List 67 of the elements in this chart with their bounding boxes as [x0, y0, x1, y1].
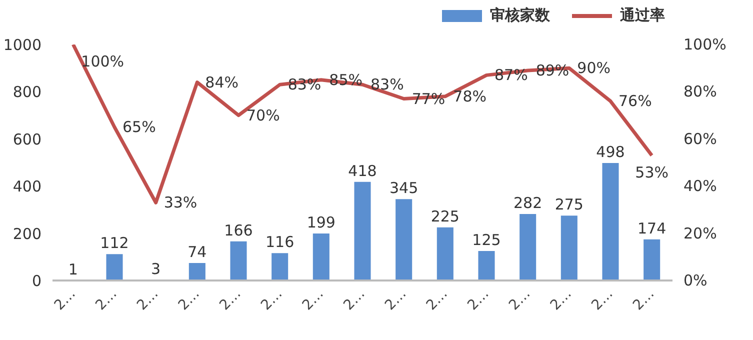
- x-tick-label: 2…: [92, 286, 120, 314]
- bar: [188, 263, 206, 280]
- data-label: 78%: [453, 87, 487, 106]
- bar: [520, 214, 536, 280]
- bar: [478, 251, 495, 280]
- x-tick-label: 2…: [630, 286, 658, 314]
- data-label: 345: [390, 179, 418, 198]
- data-label: 125: [472, 231, 501, 249]
- bar: [272, 253, 288, 280]
- data-label: 498: [596, 142, 625, 161]
- y2-tick-label: 40%: [684, 177, 717, 196]
- data-label: 275: [554, 196, 584, 214]
- bar: [436, 227, 454, 280]
- y2-tick-label: 20%: [684, 224, 717, 242]
- y-tick-label: 1000: [3, 36, 42, 54]
- x-tick-label: 2…: [382, 286, 410, 314]
- data-label: 418: [348, 162, 377, 180]
- y-tick-label: 0: [32, 272, 42, 290]
- data-label: 116: [266, 233, 294, 252]
- x-tick-label: 2…: [340, 286, 368, 314]
- data-label: 174: [638, 219, 666, 238]
- x-tick-label: 2…: [258, 286, 286, 314]
- x-tick-label: 2…: [506, 286, 534, 314]
- y2-tick-label: 100%: [684, 36, 726, 54]
- data-label: 84%: [205, 73, 239, 92]
- data-label: 33%: [164, 194, 198, 212]
- data-label: 166: [224, 221, 253, 240]
- bar: [644, 239, 660, 280]
- x-tick-label: 2…: [299, 286, 327, 314]
- data-label: 100%: [81, 52, 124, 70]
- data-label: 53%: [635, 163, 669, 182]
- x-tick-label: 2…: [175, 286, 203, 314]
- data-label: 1: [68, 260, 78, 278]
- data-label: 74: [188, 243, 207, 262]
- data-label: 225: [430, 207, 460, 226]
- data-label: 76%: [618, 92, 652, 110]
- legend-label: 审核家数: [490, 5, 550, 26]
- y-tick-label: 400: [12, 178, 42, 196]
- y2-tick-label: 80%: [684, 82, 717, 101]
- data-label: 3: [151, 260, 161, 278]
- data-label: 199: [306, 214, 336, 232]
- data-label: 83%: [370, 76, 404, 94]
- bar: [106, 254, 123, 280]
- bar: [602, 162, 619, 280]
- x-tick-label: 2…: [588, 286, 616, 314]
- data-label: 90%: [577, 59, 611, 78]
- data-label: 70%: [246, 106, 280, 124]
- legend-label: 通过率: [620, 5, 665, 26]
- x-tick-label: 2…: [547, 286, 575, 314]
- x-tick-label: 2…: [134, 286, 162, 314]
- y2-tick-label: 0%: [684, 272, 708, 290]
- data-label: 65%: [122, 118, 156, 136]
- x-tick-label: 2…: [216, 286, 244, 314]
- x-tick-label: 2…: [51, 286, 79, 314]
- bar: [560, 216, 578, 280]
- bar: [312, 234, 330, 280]
- bar: [230, 241, 247, 280]
- data-label: 112: [100, 234, 129, 252]
- bar: [396, 199, 412, 280]
- x-tick-label: 2…: [423, 286, 451, 314]
- bar: [354, 182, 371, 280]
- x-tick-label: 2…: [464, 286, 492, 314]
- data-label: 282: [514, 194, 542, 212]
- y-tick-label: 600: [12, 130, 42, 148]
- y-tick-label: 200: [12, 224, 42, 243]
- y2-tick-label: 60%: [684, 130, 717, 148]
- y-tick-label: 800: [12, 83, 42, 102]
